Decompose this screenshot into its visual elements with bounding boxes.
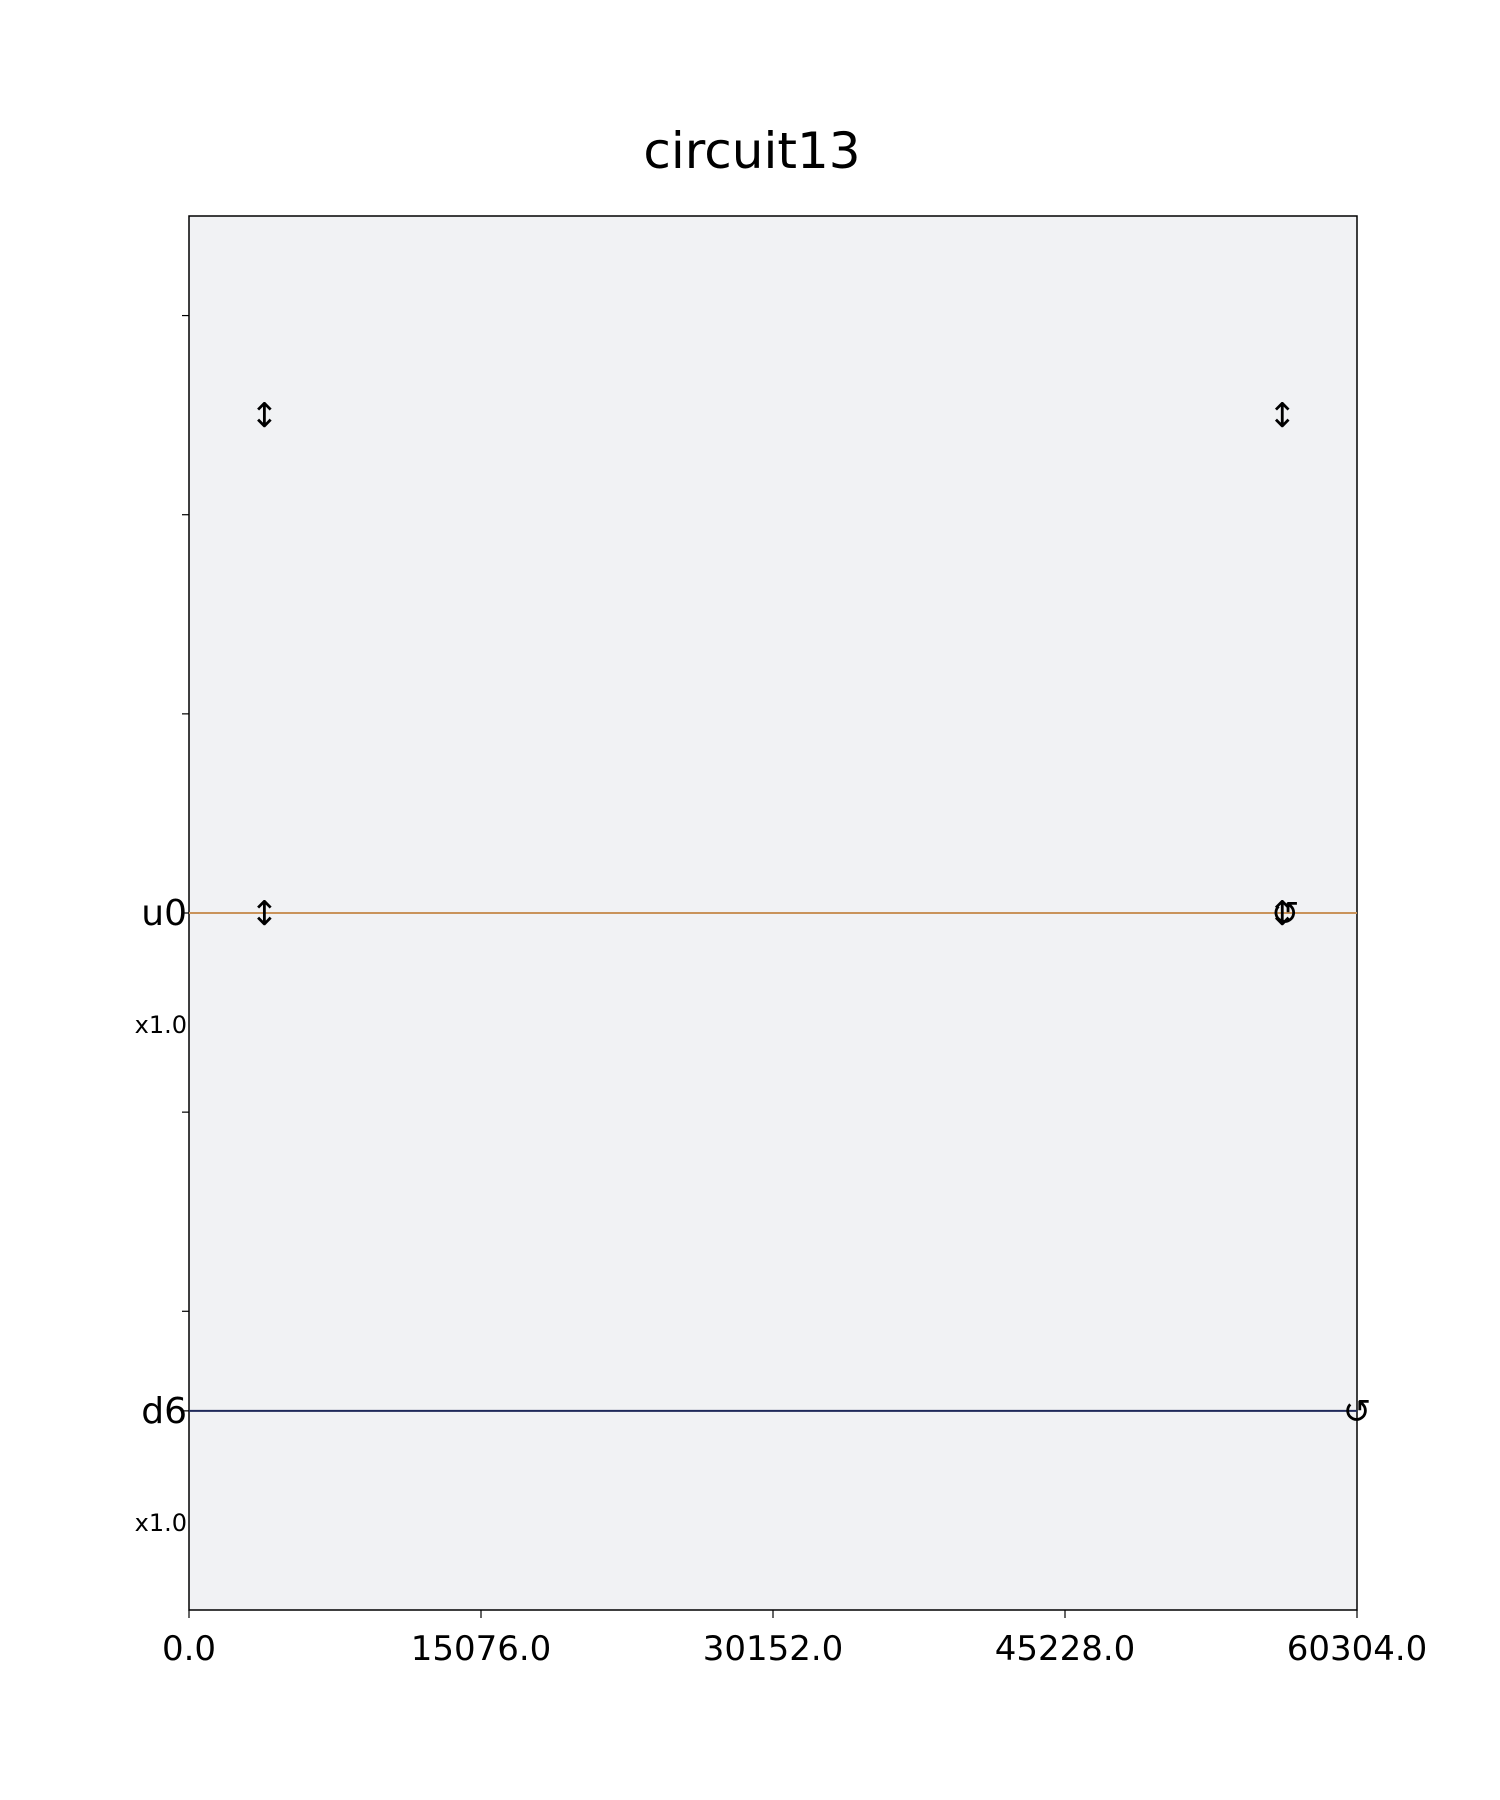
instruction-marker: ↕ (250, 894, 279, 934)
channel-label-u0: u0 (141, 893, 187, 934)
instruction-marker: ↕ (250, 396, 279, 436)
x-tick-label: 60304.0 (1287, 1629, 1428, 1669)
instruction-marker: ↕ (1268, 894, 1297, 934)
chart-title: circuit13 (643, 122, 860, 180)
channel-scale-u0: x1.0 (135, 1011, 187, 1039)
instruction-marker: ↕ (1268, 396, 1297, 436)
instruction-marker: ↺ (1343, 1392, 1372, 1432)
x-tick-label: 45228.0 (995, 1629, 1136, 1669)
channel-label-d6: d6 (141, 1391, 187, 1432)
channel-scale-d6: x1.0 (135, 1509, 187, 1537)
x-tick-label: 15076.0 (411, 1629, 552, 1669)
x-tick-label: 30152.0 (703, 1629, 844, 1669)
instruction-marker: ↺ (1271, 894, 1300, 934)
x-tick-label: 0.0 (162, 1629, 216, 1669)
